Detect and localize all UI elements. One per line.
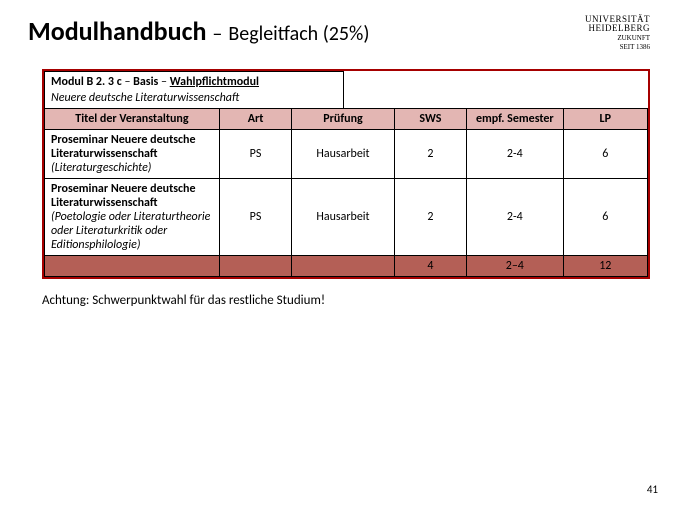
col-lp: LP — [563, 109, 647, 130]
title-block: Modulhandbuch – Begleitfach (25%) — [28, 15, 369, 47]
page-title: Modulhandbuch — [28, 15, 206, 47]
page-subtitle: Begleitfach (25%) — [228, 22, 369, 46]
university-logo: UNIVERSITÄT HEIDELBERG ZUKUNFT SEIT 1386 — [585, 15, 650, 51]
table-row: Proseminar Neuere deutsche Literaturwiss… — [45, 179, 648, 256]
cell-pruef: Hausarbeit — [292, 179, 395, 256]
cell-sem: 2-4 — [467, 130, 563, 179]
row0-title-bold: Proseminar Neuere deutsche Literaturwiss… — [51, 133, 196, 161]
logo-line2: HEIDELBERG — [589, 24, 651, 33]
total-blank3 — [292, 256, 395, 277]
col-sws: SWS — [394, 109, 466, 130]
total-sem: 2–4 — [467, 256, 563, 277]
page-number: 41 — [647, 483, 658, 496]
module-line1: Modul B 2. 3 c – Basis – Wahlpflichtmodu… — [51, 74, 337, 90]
cell-art: PS — [219, 130, 291, 179]
module-dash1: – — [122, 75, 133, 89]
cell-sem: 2-4 — [467, 179, 563, 256]
cell-sws: 2 — [394, 130, 466, 179]
col-title: Titel der Veranstaltung — [45, 109, 220, 130]
table-header-row: Titel der Veranstaltung Art Prüfung SWS … — [45, 109, 648, 130]
total-lp: 12 — [563, 256, 647, 277]
cell-title: Proseminar Neuere deutsche Literaturwiss… — [45, 179, 220, 256]
col-pruef: Prüfung — [292, 109, 395, 130]
logo-sub2: SEIT 1386 — [620, 44, 650, 51]
header: Modulhandbuch – Begleitfach (25%) UNIVER… — [0, 0, 680, 61]
total-blank1 — [45, 256, 220, 277]
module-opt: Wahlpflichtmodul — [170, 75, 259, 89]
row1-title-bold: Proseminar Neuere deutsche Literaturwiss… — [51, 182, 196, 210]
row0-title-italic: (Literaturgeschichte) — [51, 161, 151, 175]
table-row: Proseminar Neuere deutsche Literaturwiss… — [45, 130, 648, 179]
note-text: Achtung: Schwerpunktwahl für das restlic… — [42, 293, 650, 308]
module-dash2: – — [158, 75, 169, 89]
module-kind: Basis — [133, 75, 158, 89]
table-total-row: 4 2–4 12 — [45, 256, 648, 277]
cell-pruef: Hausarbeit — [292, 130, 395, 179]
total-sws: 4 — [394, 256, 466, 277]
cell-art: PS — [219, 179, 291, 256]
cell-title: Proseminar Neuere deutsche Literaturwiss… — [45, 130, 220, 179]
col-sem: empf. Semester — [467, 109, 563, 130]
logo-sub1: ZUKUNFT — [617, 35, 650, 42]
row1-title-italic: (Poetologie oder Literaturtheorie oder L… — [51, 210, 210, 252]
title-dash: – — [212, 22, 222, 46]
module-outline: Modul B 2. 3 c – Basis – Wahlpflichtmodu… — [42, 69, 650, 279]
module-subject: Neuere deutsche Literaturwissenschaft — [51, 90, 337, 106]
cell-sws: 2 — [394, 179, 466, 256]
col-art: Art — [219, 109, 291, 130]
cell-lp: 6 — [563, 179, 647, 256]
total-blank2 — [219, 256, 291, 277]
module-table: Titel der Veranstaltung Art Prüfung SWS … — [44, 108, 648, 277]
module-code: Modul B 2. 3 c — [51, 75, 122, 89]
cell-lp: 6 — [563, 130, 647, 179]
module-info: Modul B 2. 3 c – Basis – Wahlpflichtmodu… — [44, 71, 344, 108]
